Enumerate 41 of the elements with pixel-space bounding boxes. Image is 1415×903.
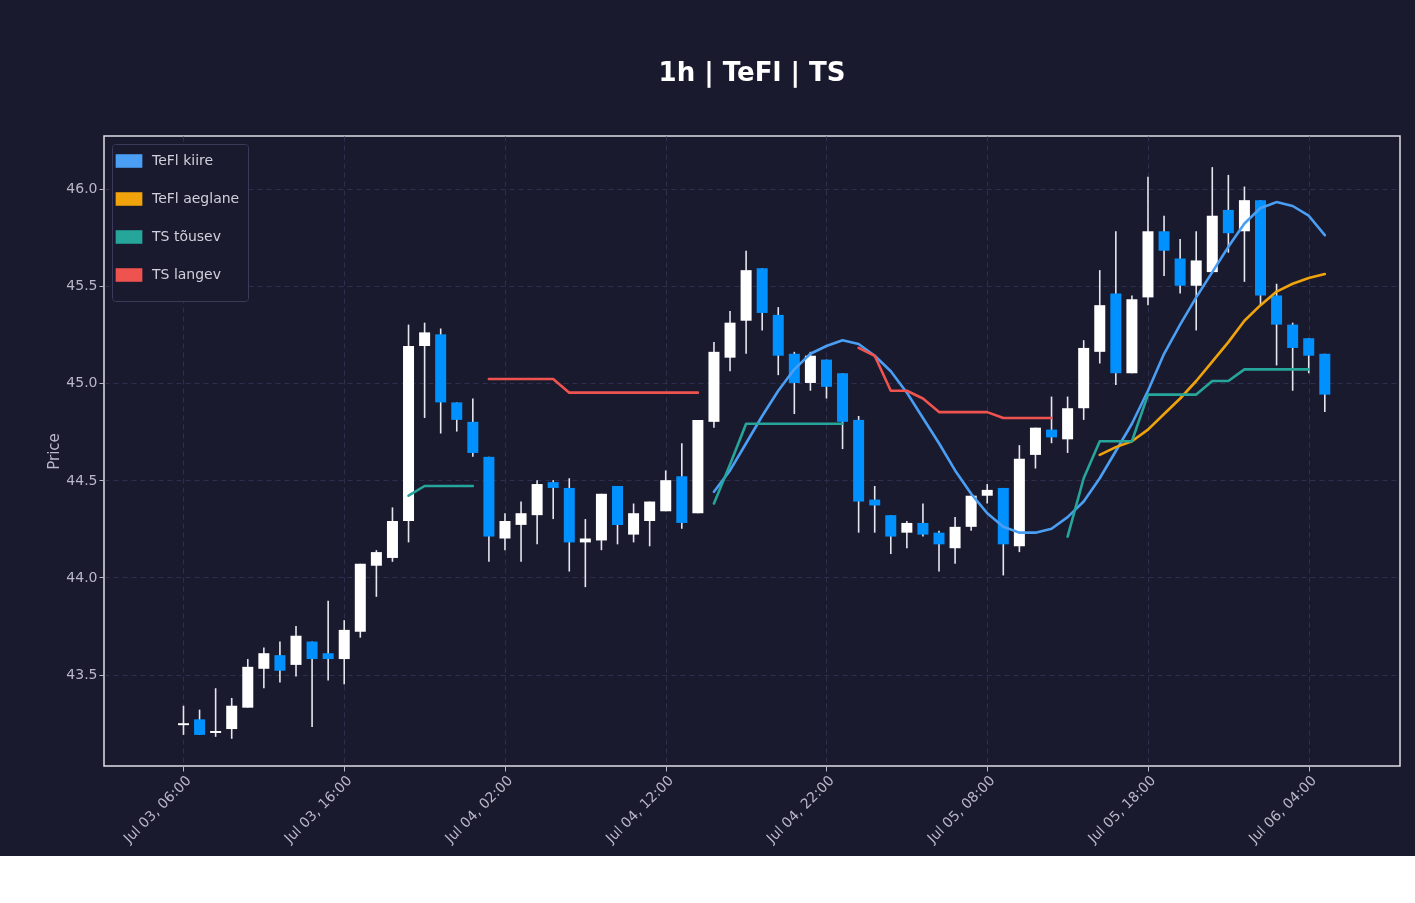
legend-label: TS langev bbox=[151, 266, 222, 282]
candlestick bbox=[499, 512, 511, 551]
candlestick bbox=[1303, 337, 1315, 375]
candlestick bbox=[1046, 395, 1058, 445]
candlestick bbox=[258, 646, 270, 690]
y-tick-label: 44.0 bbox=[66, 568, 98, 585]
chart-title: 1h | TeFl | TS bbox=[658, 57, 846, 88]
candlestick bbox=[515, 500, 527, 563]
candlestick bbox=[1287, 321, 1299, 392]
candlestick bbox=[210, 687, 222, 738]
line-series bbox=[1098, 272, 1327, 457]
candlestick bbox=[306, 640, 318, 728]
candlestick bbox=[177, 704, 189, 736]
legend-label: TeFl aeglane bbox=[151, 190, 240, 206]
candlestick bbox=[1222, 174, 1234, 254]
candlestick bbox=[949, 516, 961, 565]
line-series bbox=[712, 200, 1327, 534]
y-tick-label: 46.0 bbox=[66, 180, 98, 196]
candlestick bbox=[370, 549, 382, 598]
candlestick bbox=[226, 697, 238, 740]
candlestick bbox=[981, 483, 993, 505]
y-axis-title: Price bbox=[45, 433, 64, 470]
legend-label: TS tõusev bbox=[151, 228, 222, 244]
candlestick bbox=[274, 640, 286, 684]
candlestick bbox=[451, 401, 463, 433]
candlestick bbox=[628, 502, 640, 544]
candlestick bbox=[644, 500, 656, 548]
candlestick bbox=[901, 520, 913, 550]
candlestick bbox=[194, 708, 206, 736]
candlestick bbox=[322, 599, 334, 682]
y-tick-label: 43.5 bbox=[66, 666, 98, 683]
candlestick bbox=[1158, 214, 1170, 277]
candlestick bbox=[917, 502, 929, 538]
candlestick bbox=[547, 479, 559, 520]
y-tick-label: 44.5 bbox=[66, 471, 98, 488]
y-tick-label: 45.0 bbox=[66, 374, 98, 391]
candlestick bbox=[933, 529, 945, 573]
y-tick-label: 45.5 bbox=[66, 277, 98, 294]
candlestick bbox=[885, 514, 897, 555]
legend-label: TeFl kiire bbox=[151, 152, 214, 168]
candlestick bbox=[419, 321, 431, 419]
